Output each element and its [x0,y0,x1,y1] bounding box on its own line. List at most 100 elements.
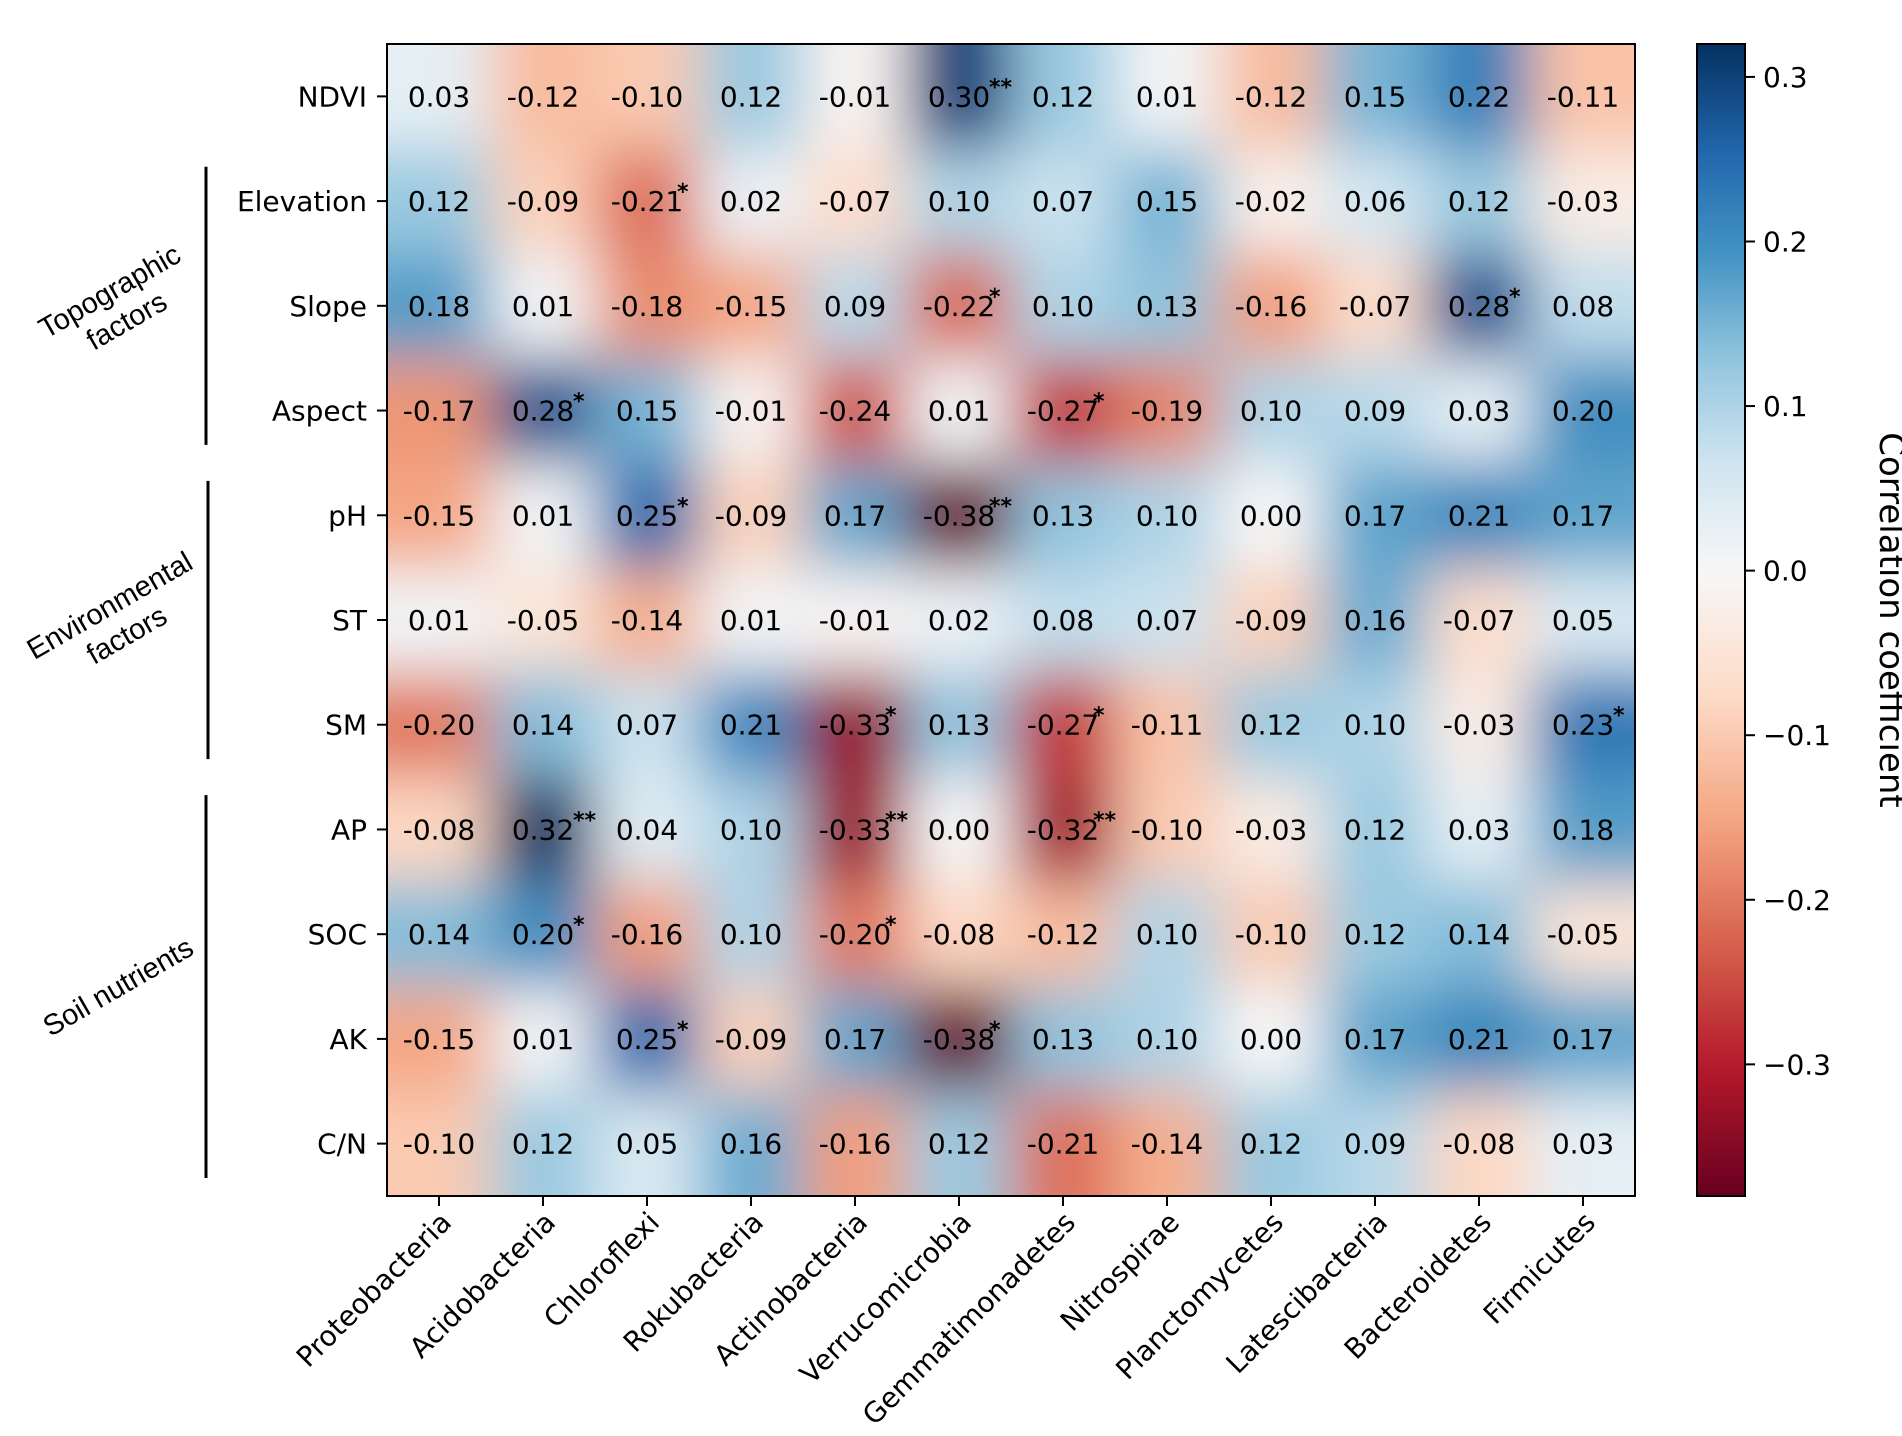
cell-value-label: 0.07 [1032,185,1094,218]
cell-value-label: 0.05 [1552,604,1614,637]
heatmap-cell [699,986,804,1092]
heatmap-plot-area [387,44,1635,1196]
heatmap-cell [1323,986,1428,1092]
significance-marker: * [677,1018,689,1043]
colorbar-tick-label: −0.1 [1763,719,1831,752]
heatmap-cell [1427,777,1532,883]
cell-value-label: 0.21 [720,709,782,742]
heatmap-cell [1011,986,1116,1092]
cell-value-label: 0.18 [1552,813,1614,846]
cell-value-label: -0.20 [403,709,475,742]
heatmap-cell [1427,253,1532,359]
cell-value-label: 0.21 [1448,1023,1510,1056]
cell-value-label: -0.10 [611,80,683,113]
heatmap-cell [595,1091,700,1196]
cell-value-label: -0.07 [1339,290,1411,323]
heatmap-cell [491,44,596,150]
row-label: SM [325,709,367,742]
heatmap-cell [491,462,596,569]
cell-value-label: 0.01 [408,604,470,637]
heatmap-cell [1115,777,1220,883]
heatmap-cell [1531,462,1635,569]
heatmap-cell [1115,462,1220,569]
heatmap-cell [387,462,492,569]
heatmap-cell [803,777,908,883]
cell-value-label: 0.25 [616,499,678,532]
row-label: Slope [289,290,367,323]
cell-value-label: -0.27 [1027,709,1099,742]
heatmap-cell [1011,44,1116,150]
cell-value-label: 0.04 [616,813,678,846]
heatmap-cell [1427,148,1532,254]
cell-value-label: -0.09 [507,185,579,218]
cell-value-label: 0.20 [512,918,574,951]
cell-value-label: 0.01 [928,395,990,428]
cell-value-label: 0.09 [1344,1128,1406,1161]
cell-value-label: -0.18 [611,290,683,323]
heatmap-cell [1219,358,1324,464]
cell-value-label: 0.15 [1344,80,1406,113]
cell-value-label: -0.19 [1131,395,1203,428]
cell-value-label: 0.17 [1552,499,1614,532]
heatmap-cell [803,44,908,150]
heatmap-cell [1323,881,1428,988]
heatmap-cell [1011,253,1116,359]
cell-value-label: 0.17 [824,1023,886,1056]
cell-value-label: -0.32 [1027,813,1099,846]
colorbar-title: Correlation coefficient [1871,432,1902,808]
heatmap-cell [1011,672,1116,778]
cell-value-label: -0.05 [1547,918,1619,951]
cell-value-label: 0.02 [928,604,990,637]
colorbar: 0.3 0.2 0.1 0.0 −0.1 −0.2 −0.3 Correlation coef… [1696,43,1902,1197]
cell-value-label: -0.08 [923,918,995,951]
cell-value-label: 0.08 [1032,604,1094,637]
significance-marker: ** [989,75,1013,100]
cell-value-label: 0.13 [1136,290,1198,323]
heatmap-cell [1427,1091,1532,1196]
heatmap-cell [1011,1091,1116,1196]
heatmap-cell [1115,881,1220,988]
heatmap-cell [699,567,804,673]
cell-value-label: -0.08 [1443,1128,1515,1161]
significance-marker: * [885,913,897,938]
heatmap-cell [803,253,908,359]
row-label: pH [328,499,367,532]
heatmap-cell [491,358,596,464]
significance-marker: * [1093,704,1105,729]
cell-value-label: 0.14 [408,918,470,951]
cell-value-label: -0.21 [611,185,683,218]
heatmap-cell [1323,462,1428,569]
cell-value-label: 0.07 [1136,604,1198,637]
cell-value-label: -0.12 [507,80,579,113]
significance-marker: * [989,285,1001,310]
heatmap-cell [595,777,700,883]
cell-value-label: -0.16 [819,1128,891,1161]
cell-value-label: -0.01 [819,80,891,113]
cell-value-label: 0.16 [720,1128,782,1161]
heatmap-cell [1427,881,1532,988]
cell-value-label: 0.06 [1344,185,1406,218]
heatmap-cell [595,253,700,359]
heatmap-cell [387,881,492,988]
cell-value-label: 0.01 [512,499,574,532]
heatmap-cell [387,672,492,778]
heatmap-cell [1427,567,1532,673]
cell-value-label: 0.16 [1344,604,1406,637]
column-label: Firmicutes [1477,1206,1602,1331]
heatmap-cell [1427,986,1532,1092]
heatmap-cell [1011,358,1116,464]
heatmap-cell [907,253,1012,359]
cell-value-label: 0.02 [720,185,782,218]
cell-value-label: -0.07 [819,185,891,218]
cell-value-label: -0.02 [1235,185,1307,218]
significance-marker: ** [885,808,909,833]
heatmap-cell [907,777,1012,883]
cell-value-label: 0.32 [512,813,574,846]
heatmap-cell [1011,148,1116,254]
cell-value-label: -0.10 [1235,918,1307,951]
cell-value-label: 0.12 [1240,709,1302,742]
heatmap-cell [1531,148,1635,254]
colorbar-gradient [1696,43,1746,1197]
colorbar-tick-label: 0.3 [1763,61,1808,94]
